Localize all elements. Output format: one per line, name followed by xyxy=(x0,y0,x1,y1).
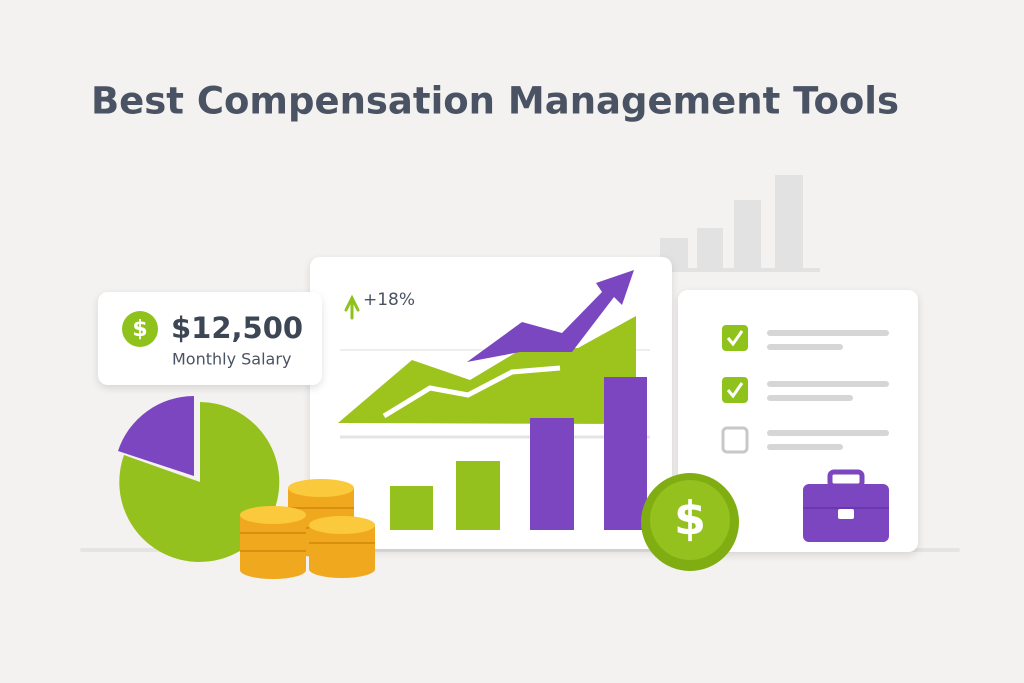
chart-panel: +18% xyxy=(310,257,672,549)
salary-label: Monthly Salary xyxy=(172,350,291,369)
growth-badge: +18% xyxy=(363,290,415,310)
salary-amount: $12,500 xyxy=(171,311,303,345)
coin: $ xyxy=(641,473,739,571)
checklist-card xyxy=(678,290,918,552)
background-bars xyxy=(650,175,820,272)
salary-card: $ $12,500 Monthly Salary xyxy=(98,292,322,385)
title: Best Compensation Management Tools xyxy=(91,80,899,123)
pie xyxy=(118,395,280,562)
salary-icon: $ xyxy=(132,317,147,342)
coin-stacks xyxy=(240,479,375,579)
coin-symbol: $ xyxy=(674,492,706,546)
